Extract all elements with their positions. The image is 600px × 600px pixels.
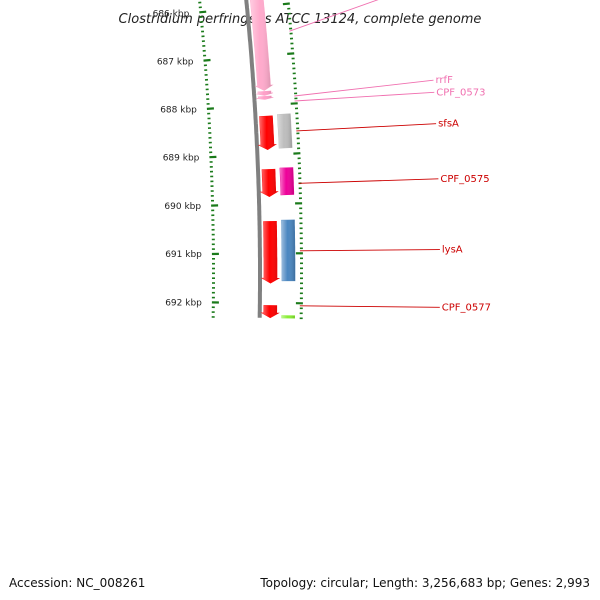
gene-arrow-shading (281, 219, 295, 281)
tick-label: 689 kbp (163, 154, 200, 164)
label-leader-line (299, 305, 440, 308)
tick-label: 687 kbp (157, 57, 194, 67)
gene-arrow-shading (281, 315, 295, 319)
accession-label: Accession: NC_008261 (9, 576, 146, 590)
major-tick (206, 107, 214, 110)
inner-tick-track (282, 2, 303, 320)
label-leader-line (289, 0, 379, 32)
label-leader-line (296, 123, 437, 132)
backbone-track (244, 0, 262, 318)
tick-label: 690 kbp (164, 202, 201, 212)
gene-arrow-shading (261, 305, 279, 318)
outer-tick-track: 686 kbp 687 kbp 688 kbp 689 kbp 690 kbp 691 k… (153, 1, 219, 318)
major-tick (199, 10, 207, 14)
gene-track (250, 0, 296, 319)
gene-label-cpf-0577: CPF_0577 (442, 302, 491, 313)
tick-label: 691 kbp (165, 250, 202, 260)
genome-summary: Topology: circular; Length: 3,256,683 bp… (260, 576, 590, 590)
gene-arrow-shading (262, 221, 279, 284)
gene-label-lysa: lysA (442, 245, 463, 256)
label-leader-line (294, 79, 434, 97)
gene-label-cpf-0573: CPF_0573 (436, 87, 485, 98)
backbone-line (244, 0, 262, 318)
label-leader-line (294, 91, 435, 102)
map-title: Clostridium perfringens ATCC 13124, comp… (119, 12, 482, 27)
major-tick (282, 2, 290, 6)
gene-arrow-shading (277, 113, 293, 149)
gene-label-rrff: rrfF (436, 75, 454, 86)
major-tick (287, 52, 295, 55)
label-leader-line (299, 249, 440, 252)
tick-label: 692 kbp (165, 298, 202, 308)
gene-arrow-shading (250, 0, 273, 91)
label-leader-line (298, 178, 439, 184)
gene-arrow-shading (260, 169, 278, 197)
tick-label: 686 kbp (153, 9, 190, 19)
gene-label-sfsa: sfsA (438, 119, 459, 130)
gene-label-cpf-0575: CPF_0575 (440, 174, 489, 185)
gene-arrow-shading (256, 96, 274, 100)
gene-arrow-shading (279, 167, 294, 195)
major-tick (203, 58, 211, 62)
gene-arrow-shading (256, 91, 273, 96)
tick-label: 688 kbp (160, 106, 197, 116)
gene-arrow-shading (258, 115, 276, 150)
